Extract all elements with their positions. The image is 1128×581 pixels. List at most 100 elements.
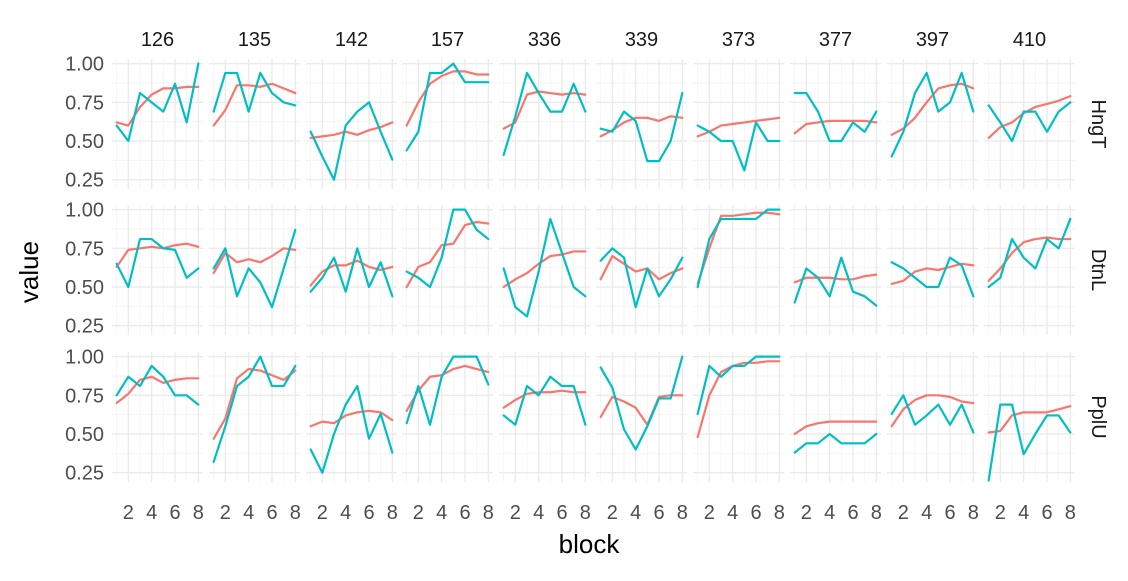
y-tick-label: 0.25 (65, 463, 104, 485)
panel-series-DtnL-397 (890, 256, 975, 298)
series-line-2 (890, 71, 975, 158)
y-tick-label: 0.50 (65, 277, 104, 299)
panel-HngT-339 (596, 59, 687, 189)
x-tick-label: 6 (266, 502, 277, 524)
column-strip-label: 142 (335, 29, 368, 51)
panel-series-PplU-397 (890, 394, 975, 434)
series-line-2 (405, 355, 490, 426)
panel-series-DtnL-336 (502, 217, 587, 318)
panel-DtnL-336 (499, 205, 590, 335)
x-tick-label: 8 (387, 502, 398, 524)
x-tick-label: 8 (580, 502, 591, 524)
x-axis-title: block (559, 529, 621, 559)
row-strip-label: PplU (1087, 395, 1109, 438)
x-tick-label: 8 (968, 502, 979, 524)
series-line-2 (115, 237, 200, 289)
series-line-2 (696, 355, 781, 415)
series-line-2 (987, 217, 1072, 289)
series-line-1 (987, 405, 1072, 434)
panel-series-PplU-135 (212, 355, 297, 463)
series-line-1 (309, 409, 394, 428)
series-line-2 (212, 228, 297, 309)
series-line-2 (793, 432, 878, 454)
x-tick-label: 2 (898, 502, 909, 524)
column-strip-label: 377 (819, 29, 852, 51)
panel-background (112, 59, 203, 189)
panel-series-HngT-410 (987, 95, 1072, 143)
panel-series-PplU-410 (987, 403, 1072, 482)
panel-series-DtnL-157 (405, 208, 490, 289)
x-tick-label: 2 (123, 502, 134, 524)
x-tick-label: 8 (483, 502, 494, 524)
y-tick-label: 0.75 (65, 92, 104, 114)
panel-series-HngT-135 (212, 71, 297, 127)
panel-HngT-377 (790, 59, 881, 189)
x-tick-label: 6 (944, 502, 955, 524)
panel-DtnL-377 (790, 205, 881, 335)
panel-PplU-336 (499, 352, 590, 482)
series-line-2 (696, 208, 781, 289)
x-tick-label: 8 (774, 502, 785, 524)
panel-background (306, 59, 397, 189)
panel-background (112, 352, 203, 482)
y-tick-label: 0.50 (65, 131, 104, 153)
series-line-1 (115, 242, 200, 268)
series-line-2 (502, 217, 587, 318)
y-tick-label: 0.75 (65, 385, 104, 407)
series-line-1 (696, 211, 781, 286)
x-tick-label: 2 (801, 502, 812, 524)
x-tick-label: 2 (995, 502, 1006, 524)
series-line-2 (212, 355, 297, 463)
panel-background (790, 352, 881, 482)
panel-HngT-126 (112, 59, 203, 189)
panel-series-HngT-336 (502, 71, 587, 157)
panel-series-DtnL-135 (212, 228, 297, 309)
x-tick-label: 8 (193, 502, 204, 524)
panel-background (984, 59, 1075, 189)
x-tick-label: 4 (630, 502, 641, 524)
series-line-2 (502, 71, 587, 157)
x-tick-label: 6 (363, 502, 374, 524)
panel-background (402, 59, 493, 189)
column-strip-label: 410 (1013, 29, 1046, 51)
series-line-1 (212, 82, 297, 127)
panel-background (693, 352, 784, 482)
panel-series-PplU-373 (696, 355, 781, 439)
panel-HngT-410 (984, 59, 1075, 189)
panel-background (693, 205, 784, 335)
x-tick-label: 6 (1041, 502, 1052, 524)
series-line-2 (890, 394, 975, 434)
x-tick-label: 8 (677, 502, 688, 524)
panel-background (499, 352, 590, 482)
series-line-1 (696, 116, 781, 138)
series-line-1 (115, 375, 200, 405)
panel-background (887, 59, 978, 189)
column-strip-label: 126 (141, 29, 174, 51)
panel-series-HngT-142 (309, 101, 394, 181)
row-strip-label: DtnL (1087, 249, 1109, 291)
series-line-2 (599, 247, 684, 309)
column-strip-label: 336 (528, 29, 561, 51)
column-strip-label: 397 (916, 29, 949, 51)
x-tick-label: 2 (704, 502, 715, 524)
panel-series-DtnL-126 (115, 237, 200, 289)
panel-PplU-397 (887, 352, 978, 482)
panel-series-HngT-373 (696, 116, 781, 172)
series-line-1 (890, 394, 975, 428)
panel-background (790, 205, 881, 335)
y-tick-label: 1.00 (65, 200, 104, 222)
series-line-2 (115, 62, 200, 143)
panel-HngT-157 (402, 59, 493, 189)
series-line-2 (405, 62, 490, 152)
panel-background (887, 352, 978, 482)
x-tick-label: 6 (653, 502, 664, 524)
series-line-1 (502, 389, 587, 409)
column-strip-label: 157 (431, 29, 464, 51)
panel-series-PplU-126 (115, 364, 200, 406)
y-axis-title: value (14, 241, 44, 303)
series-line-1 (793, 420, 878, 436)
panel-background (209, 205, 300, 335)
x-tick-label: 8 (1065, 502, 1076, 524)
panel-series-HngT-397 (890, 71, 975, 158)
series-line-2 (696, 121, 781, 172)
